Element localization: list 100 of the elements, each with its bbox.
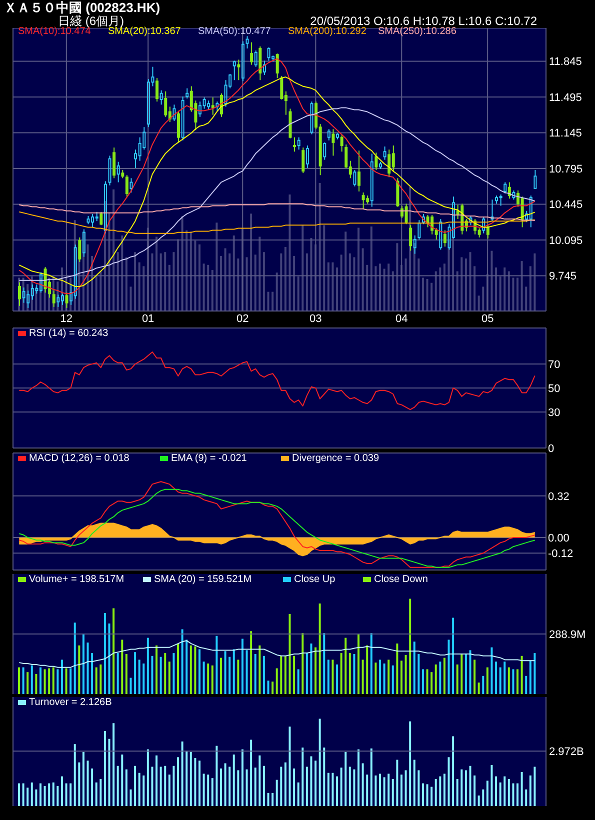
bar (512, 278, 514, 311)
bar (314, 647, 317, 694)
bar (228, 656, 231, 694)
bar (262, 766, 265, 806)
bar (310, 756, 312, 806)
bar (56, 786, 59, 806)
bar (216, 636, 218, 694)
bar (250, 631, 252, 694)
bar (228, 253, 231, 311)
bar (439, 267, 442, 311)
bar (306, 653, 308, 694)
bar (469, 252, 472, 311)
legend-label: MACD (12,26) = 0.018 (29, 453, 130, 464)
bar (332, 262, 334, 311)
bar (246, 769, 248, 806)
y-tick-label: 0.32 (548, 490, 570, 503)
bar (125, 654, 128, 694)
bar (340, 653, 342, 694)
bar (464, 770, 467, 806)
bar (443, 774, 446, 806)
bar (190, 752, 192, 806)
bar (272, 292, 274, 311)
bar (529, 266, 532, 311)
bar (495, 662, 498, 694)
bar (276, 272, 278, 311)
bar (426, 669, 428, 694)
bar (18, 783, 20, 806)
bar (258, 236, 261, 311)
ref-line-label: 2.972B (549, 746, 584, 758)
bar (198, 649, 200, 694)
bar (108, 738, 110, 806)
text: SMA(10):10.474 (18, 26, 91, 37)
bar (508, 271, 510, 311)
bar (327, 262, 330, 311)
bar (112, 189, 115, 311)
y-tick-label: 30 (548, 406, 560, 419)
bar (469, 766, 472, 806)
bar (100, 271, 102, 311)
bar (125, 257, 128, 311)
bar (456, 778, 458, 806)
bar (302, 225, 304, 311)
bar (194, 646, 196, 694)
bar (358, 634, 360, 694)
bar (323, 748, 326, 806)
bar (258, 755, 261, 806)
bar (232, 235, 235, 311)
bar (104, 613, 106, 694)
bar (232, 649, 235, 694)
bar (318, 604, 321, 694)
bar (396, 243, 398, 311)
bar (418, 654, 420, 694)
bar (486, 780, 488, 806)
bar (508, 778, 510, 806)
bar (366, 264, 368, 311)
bar (65, 783, 68, 806)
bar (332, 772, 334, 806)
bar (86, 642, 89, 694)
bar (22, 783, 24, 806)
bar (220, 256, 222, 311)
bar (272, 682, 274, 694)
bar (262, 656, 265, 694)
bar (224, 763, 226, 806)
bar (142, 664, 145, 694)
bar (86, 244, 89, 311)
bar (95, 782, 98, 806)
bar (121, 754, 124, 806)
bar (396, 644, 398, 694)
bar (288, 614, 291, 694)
bar (138, 660, 140, 694)
bar (138, 772, 140, 806)
bar (404, 654, 407, 694)
bar (388, 660, 390, 694)
bar (362, 763, 364, 806)
bar (186, 751, 188, 806)
bar (392, 778, 394, 806)
bar (211, 665, 214, 694)
bar (172, 766, 175, 806)
bar (456, 664, 458, 694)
bar (344, 638, 347, 694)
bar (121, 640, 124, 694)
bar (353, 654, 356, 694)
bar (194, 240, 196, 311)
bar (190, 232, 192, 311)
bar (207, 664, 210, 694)
bar (181, 741, 184, 806)
bar (525, 676, 528, 694)
annotation: 20/05/2013 O:10.6 H:10.78 L:10.6 C:10.72 (310, 14, 537, 28)
bar (413, 642, 416, 694)
y-tick-label: -0.12 (548, 548, 574, 560)
bar (232, 754, 235, 806)
bar (267, 292, 270, 311)
bar (460, 769, 463, 806)
bar (529, 775, 532, 806)
bar (413, 243, 416, 311)
bar (370, 748, 372, 806)
bar (156, 755, 158, 806)
bar (358, 749, 360, 806)
bar (138, 262, 140, 311)
bar (418, 770, 420, 806)
bar (409, 598, 412, 694)
